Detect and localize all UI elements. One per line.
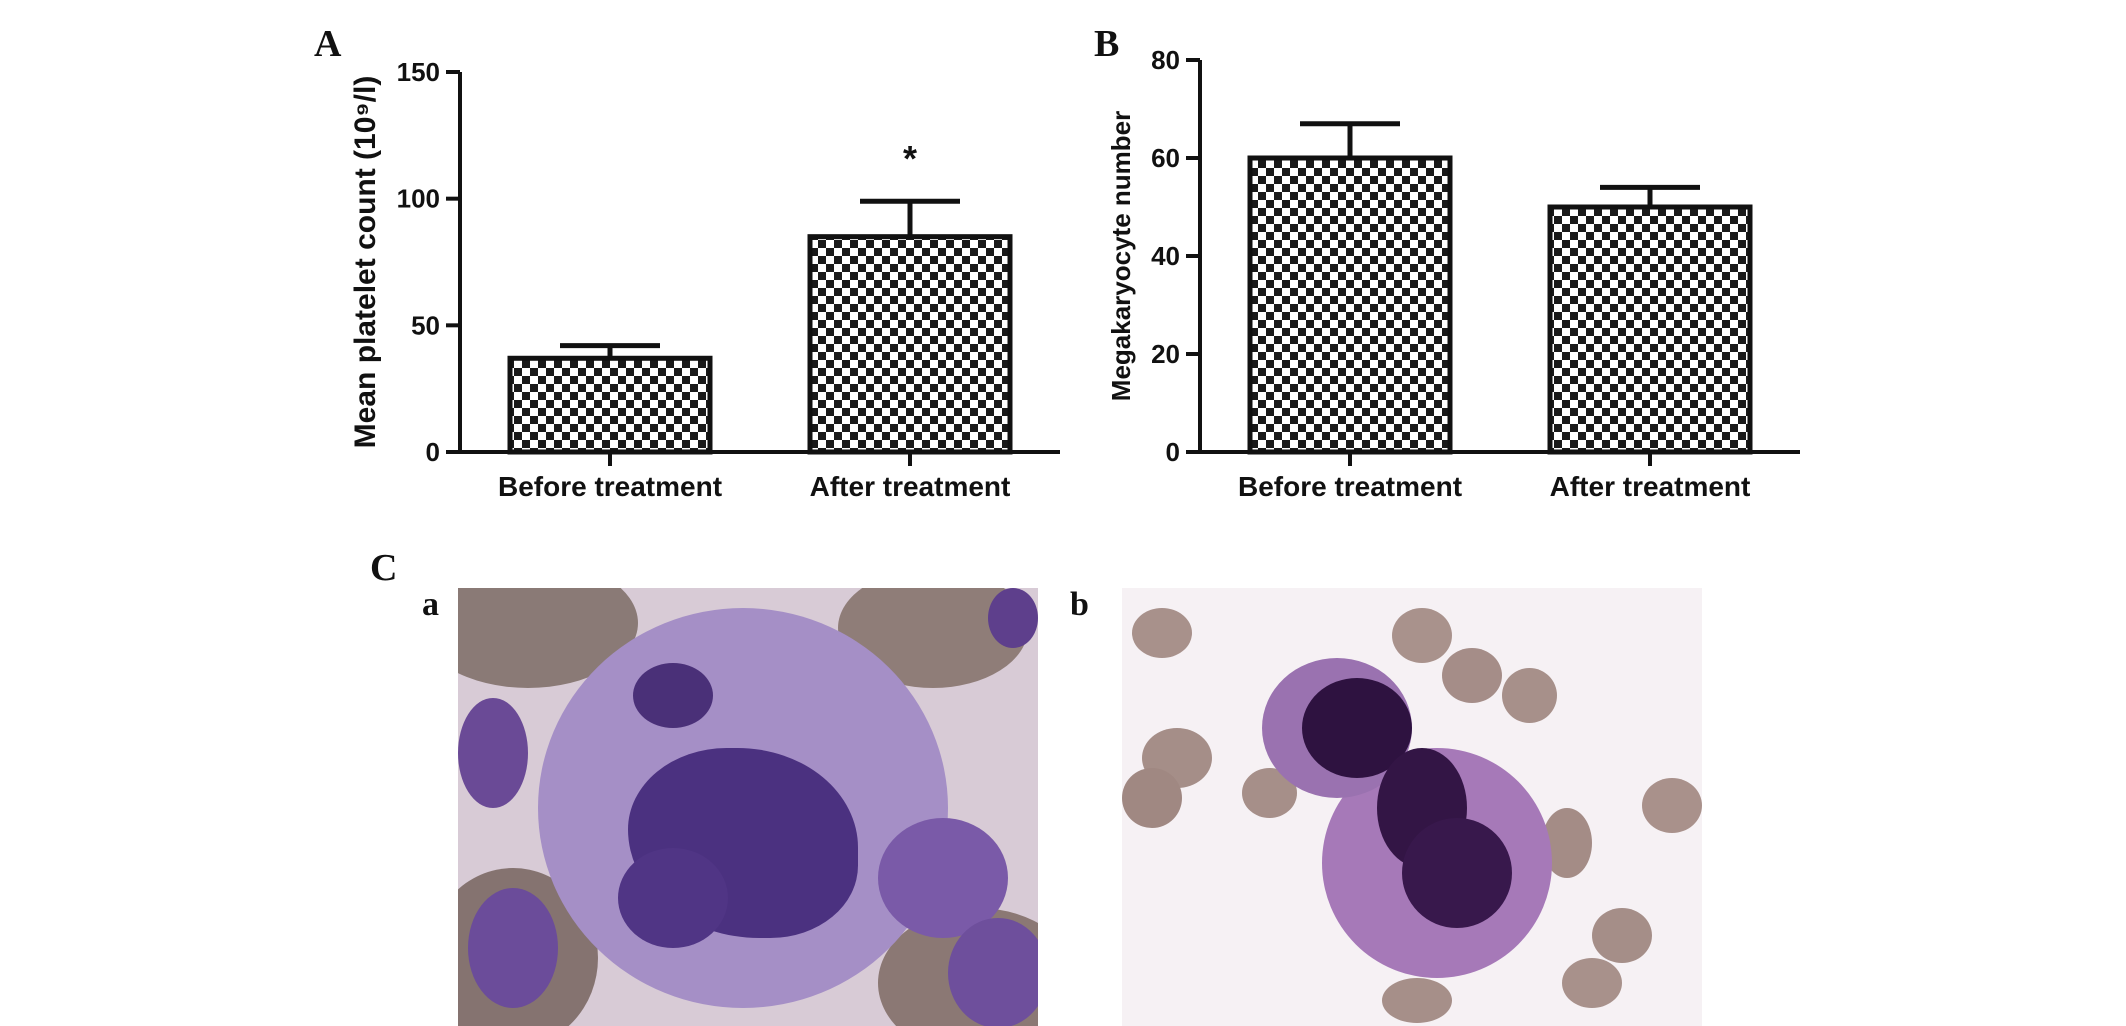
micrograph-b — [1122, 588, 1702, 1026]
rbc-cell — [1502, 668, 1557, 723]
bar-before — [1247, 155, 1453, 455]
rbc-cell — [1562, 958, 1622, 1008]
y-tick-label: 40 — [1151, 241, 1180, 271]
rbc-cell — [1442, 648, 1502, 703]
y-tick-label: 60 — [1151, 143, 1180, 173]
platelet-count-chart: 0 50 100 150 Mean platelet count (10⁹/l) Befo… — [349, 57, 1060, 502]
significance-marker: * — [903, 138, 917, 179]
lymphocyte — [878, 818, 1008, 938]
rbc-cell — [1382, 978, 1452, 1023]
megakaryocyte-chart: 0 20 40 60 80 Megakaryocyte number Before trea… — [1106, 45, 1800, 502]
small-nucleus — [633, 663, 713, 728]
x-tick-label: Before treatment — [498, 471, 722, 502]
y-tick-label: 0 — [1166, 437, 1180, 467]
lymphocyte — [948, 918, 1038, 1026]
megakaryocyte-nucleus — [1402, 818, 1512, 928]
micrograph-a — [458, 588, 1038, 1026]
lymphocyte — [468, 888, 558, 1008]
y-tick-label: 0 — [426, 437, 440, 467]
megakaryocyte-nucleus — [618, 848, 728, 948]
x-tick-label: After treatment — [810, 471, 1011, 502]
lymphocyte — [458, 698, 528, 808]
y-tick-label: 80 — [1151, 45, 1180, 75]
panel-label-b: B — [1094, 23, 1120, 65]
y-tick-label: 100 — [397, 184, 440, 214]
bar-after — [807, 234, 1013, 455]
y-axis-label: Mean platelet count (10⁹/l) — [349, 76, 382, 449]
bar-before — [507, 355, 713, 455]
y-tick-label: 20 — [1151, 339, 1180, 369]
rbc-cell — [1592, 908, 1652, 963]
rbc-cell — [1132, 608, 1192, 658]
panel-label-sub-a: a — [422, 586, 439, 623]
rbc-cell — [1392, 608, 1452, 663]
rbc-cell — [1642, 778, 1702, 833]
bar-after — [1547, 204, 1753, 455]
y-tick-label: 150 — [397, 57, 440, 87]
y-tick-label: 50 — [411, 310, 440, 340]
panel-label-sub-b: b — [1070, 586, 1089, 623]
lymphocyte — [988, 588, 1038, 648]
x-tick-label: Before treatment — [1238, 471, 1462, 502]
panel-label-c: C — [370, 547, 398, 589]
panel-label-a: A — [314, 23, 342, 65]
y-axis-label: Megakaryocyte number — [1106, 111, 1136, 401]
x-tick-label: After treatment — [1550, 471, 1751, 502]
rbc-cell — [1122, 768, 1182, 828]
